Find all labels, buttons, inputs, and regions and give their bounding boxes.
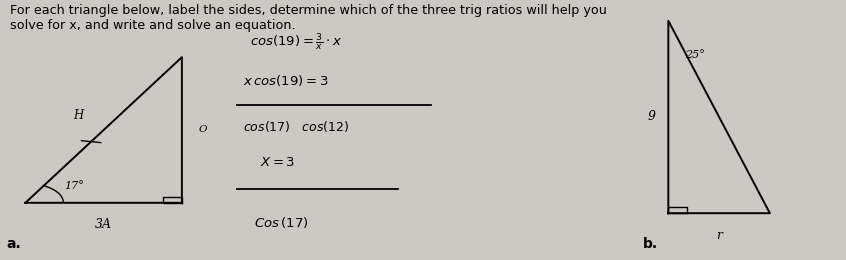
Text: $\mathit{cos(19) = \frac{3}{x} \cdot x}$: $\mathit{cos(19) = \frac{3}{x} \cdot x}$: [250, 31, 342, 52]
Text: H: H: [73, 109, 84, 122]
Text: O: O: [199, 126, 207, 134]
Text: $\mathit{cos(17) \quad cos(12)}$: $\mathit{cos(17) \quad cos(12)}$: [243, 119, 349, 134]
Text: 17°: 17°: [64, 181, 85, 191]
Text: 25°: 25°: [685, 50, 706, 60]
Text: 9: 9: [647, 110, 656, 124]
Text: $\mathit{x \, cos(19) = 3}$: $\mathit{x \, cos(19) = 3}$: [243, 73, 328, 88]
Text: $\mathit{X = 3}$: $\mathit{X = 3}$: [260, 156, 295, 169]
Text: 3A: 3A: [95, 218, 113, 231]
Text: r: r: [716, 229, 722, 242]
Text: b.: b.: [643, 237, 658, 251]
Text: $\mathit{Cos \, (17)}$: $\mathit{Cos \, (17)}$: [254, 215, 308, 230]
Text: For each triangle below, label the sides, determine which of the three trig rati: For each triangle below, label the sides…: [10, 4, 607, 32]
Text: a.: a.: [7, 237, 21, 251]
